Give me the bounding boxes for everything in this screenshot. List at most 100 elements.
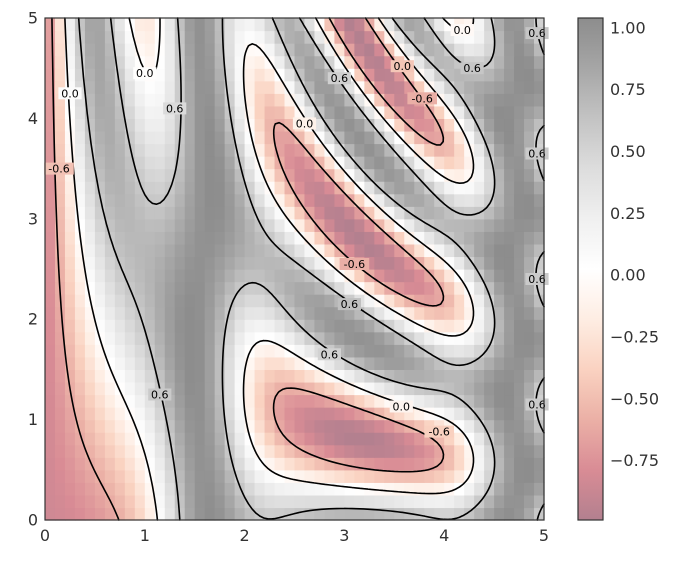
heatmap-cell xyxy=(474,319,485,333)
heatmap-cell xyxy=(264,43,276,57)
heatmap-cell xyxy=(45,105,56,119)
heatmap-cell xyxy=(364,68,375,82)
heatmap-cell xyxy=(134,444,146,458)
heatmap-cell xyxy=(45,231,56,245)
heatmap-cell xyxy=(404,381,415,396)
heatmap-cell xyxy=(314,394,326,408)
heatmap-cell xyxy=(104,482,116,496)
heatmap-cell xyxy=(114,55,126,69)
heatmap-cell xyxy=(274,218,286,232)
heatmap-cell xyxy=(154,130,166,145)
heatmap-cell xyxy=(224,243,236,258)
heatmap-cell xyxy=(254,281,266,295)
heatmap-cell xyxy=(494,457,505,471)
heatmap-cell xyxy=(45,80,56,94)
heatmap-cell xyxy=(534,231,545,245)
heatmap-cell xyxy=(114,18,126,32)
heatmap-cell xyxy=(264,30,276,44)
heatmap-cell xyxy=(224,294,236,308)
heatmap-cell xyxy=(94,168,106,182)
heatmap-cell xyxy=(274,68,286,82)
heatmap-cell xyxy=(264,469,276,483)
heatmap-cell xyxy=(294,243,306,258)
heatmap-cell xyxy=(84,482,96,496)
heatmap-cell xyxy=(114,105,126,119)
heatmap-cell xyxy=(134,181,146,195)
heatmap-cell xyxy=(104,444,116,458)
heatmap-cell xyxy=(504,30,515,44)
heatmap-cell xyxy=(274,93,286,107)
contour-label: 0.6 xyxy=(337,298,361,311)
heatmap-cell xyxy=(244,256,256,270)
heatmap-cell xyxy=(374,494,385,509)
heatmap-cell xyxy=(254,407,266,421)
heatmap-cell xyxy=(534,281,545,295)
heatmap-cell xyxy=(524,130,535,145)
heatmap-cell xyxy=(134,419,146,433)
heatmap-cell xyxy=(244,306,256,320)
heatmap-cell xyxy=(45,432,56,446)
heatmap-cell xyxy=(444,218,455,232)
heatmap-cell xyxy=(54,68,66,82)
heatmap-cell xyxy=(334,281,345,295)
heatmap-cell xyxy=(494,394,505,408)
contour-label: 0.6 xyxy=(525,27,549,40)
heatmap-cell xyxy=(74,68,86,82)
heatmap-cell xyxy=(324,130,336,145)
heatmap-cell xyxy=(224,281,236,295)
heatmap-cell xyxy=(204,93,216,107)
heatmap-cell xyxy=(474,381,485,396)
heatmap-cell xyxy=(364,93,375,107)
heatmap-cell xyxy=(364,206,375,220)
heatmap-cell xyxy=(344,344,355,358)
heatmap-cell xyxy=(434,394,445,408)
heatmap-cell xyxy=(294,30,306,44)
heatmap-cell xyxy=(264,181,276,195)
heatmap-cell xyxy=(484,319,495,333)
heatmap-cell xyxy=(274,143,286,157)
heatmap-cell xyxy=(324,407,336,421)
heatmap-cell xyxy=(154,181,166,195)
contour-label-text: 0.6 xyxy=(331,72,349,85)
heatmap-cell xyxy=(504,507,515,521)
heatmap-cell xyxy=(45,319,56,333)
heatmap-cell xyxy=(374,231,385,245)
heatmap-cell xyxy=(174,193,186,207)
heatmap-cell xyxy=(444,494,455,509)
heatmap-cell xyxy=(144,444,156,458)
heatmap-cell xyxy=(194,256,206,270)
heatmap-cell xyxy=(474,356,485,370)
heatmap-cell xyxy=(344,381,355,396)
heatmap-cell xyxy=(534,218,545,232)
heatmap-cell xyxy=(484,494,495,509)
heatmap-cell xyxy=(144,143,156,157)
heatmap-cell xyxy=(204,206,216,220)
heatmap-cell xyxy=(314,494,326,509)
heatmap-cell xyxy=(484,356,495,370)
heatmap-cell xyxy=(464,68,475,82)
heatmap-cell xyxy=(394,306,405,320)
heatmap-cell xyxy=(374,168,385,182)
heatmap-cell xyxy=(174,394,186,408)
heatmap-cell xyxy=(204,156,216,170)
heatmap-cell xyxy=(104,130,116,145)
heatmap-cell xyxy=(164,130,176,145)
heatmap-cell xyxy=(84,281,96,295)
heatmap-cell xyxy=(424,118,435,132)
heatmap-cell xyxy=(284,105,296,119)
heatmap-cell xyxy=(464,130,475,145)
heatmap-cell xyxy=(94,243,106,258)
heatmap-cell xyxy=(164,281,176,295)
heatmap-cell xyxy=(504,457,515,471)
heatmap-cell xyxy=(374,243,385,258)
heatmap-cell xyxy=(464,156,475,170)
heatmap-cell xyxy=(144,168,156,182)
heatmap-cell xyxy=(234,118,246,132)
heatmap-cell xyxy=(314,68,326,82)
heatmap-cell xyxy=(464,344,475,358)
heatmap-cell xyxy=(494,494,505,509)
heatmap-cell xyxy=(304,319,316,333)
heatmap-cell xyxy=(434,381,445,396)
heatmap-cell xyxy=(494,130,505,145)
